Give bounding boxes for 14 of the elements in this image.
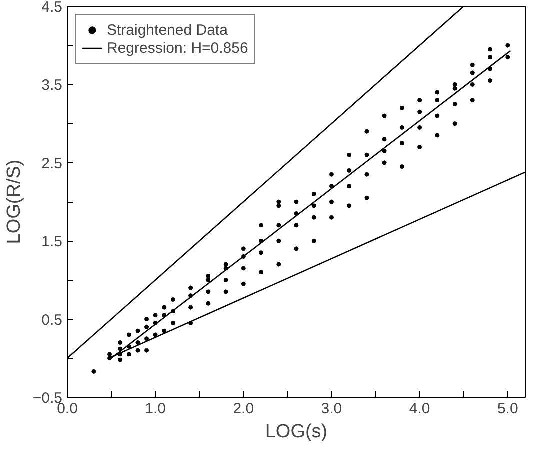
- y-tick-label: 4.5: [42, 0, 63, 16]
- y-tick-label: 2.5: [42, 155, 63, 172]
- legend-label: Regression: H=0.856: [107, 39, 248, 57]
- x-tick-label: 3.0: [321, 400, 342, 418]
- legend-label: Straightened Data: [107, 21, 228, 39]
- x-tick-label: 5.0: [497, 400, 518, 418]
- x-tick-label: 2.0: [233, 400, 254, 418]
- x-tick-label: 4.0: [409, 400, 430, 418]
- x-tick-label: 1.0: [145, 400, 166, 418]
- x-axis-title: LOG(s): [265, 422, 328, 442]
- y-tick-label: 1.5: [42, 234, 63, 251]
- y-tick-label: 3.5: [42, 77, 63, 94]
- y-axis-title: LOG(R/S): [4, 160, 25, 244]
- y-tick-label: 0.5: [42, 312, 63, 329]
